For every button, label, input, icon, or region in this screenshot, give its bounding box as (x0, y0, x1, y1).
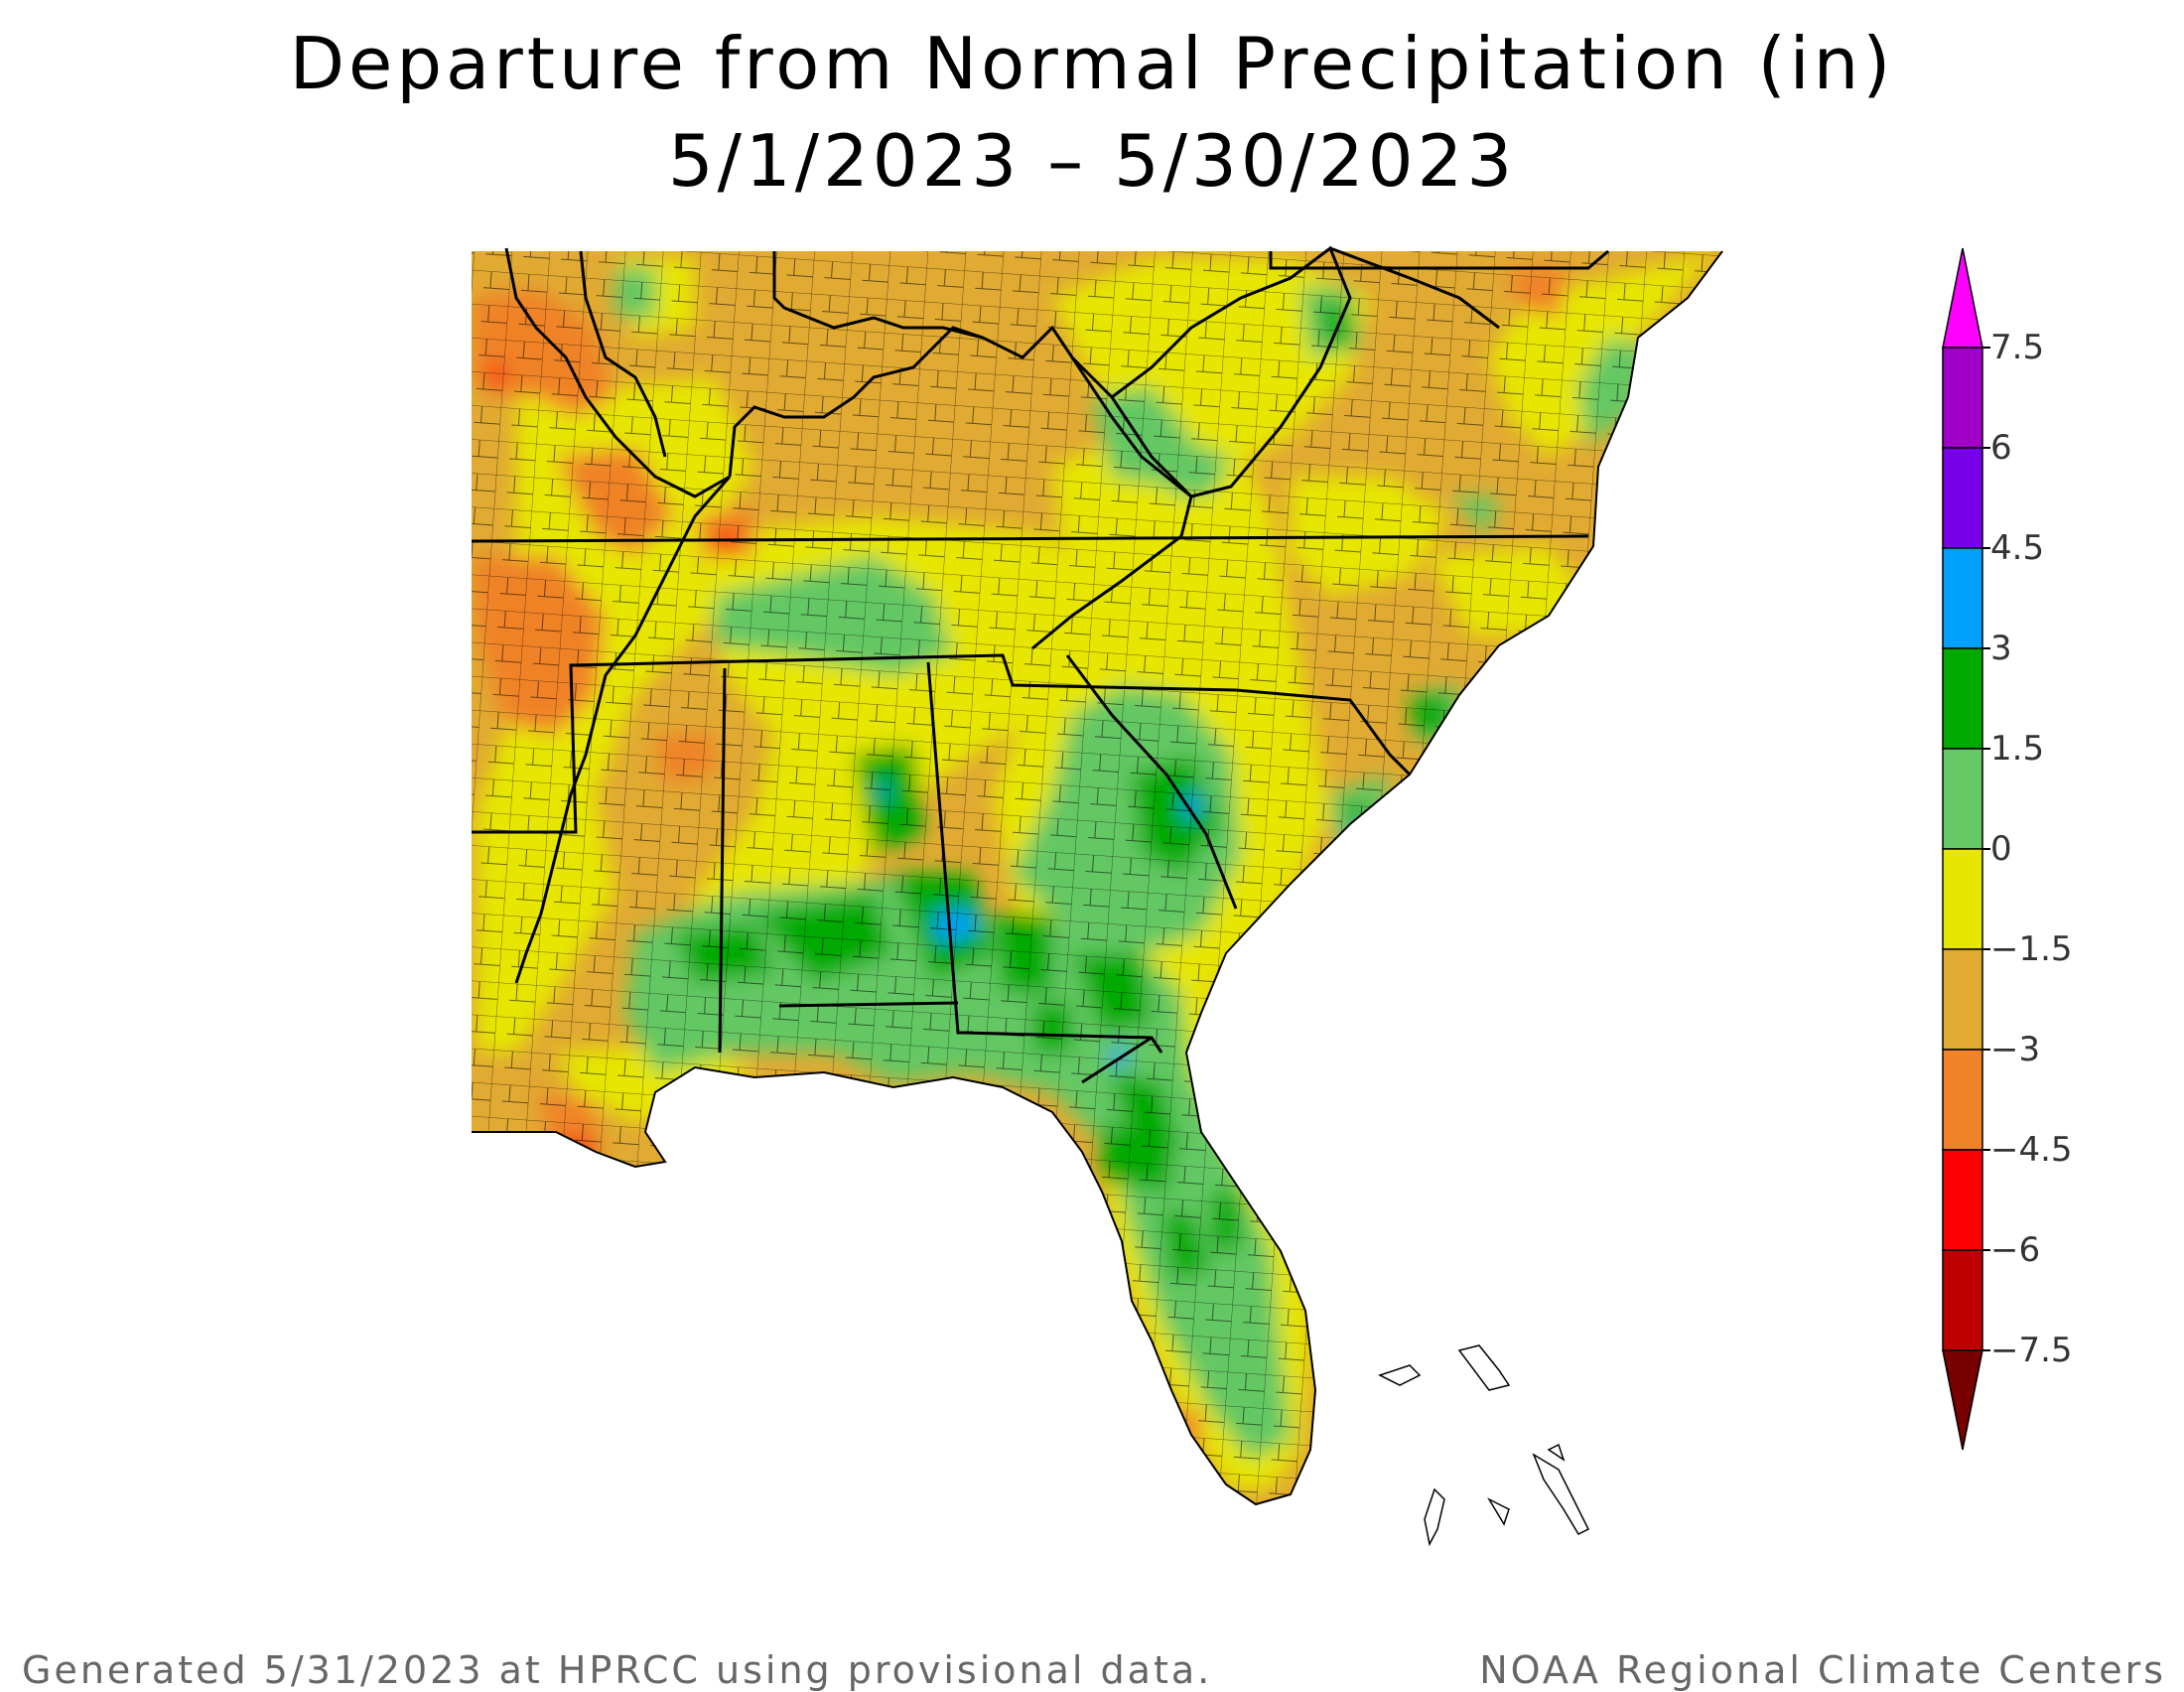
colorbar-bin (1942, 547, 1983, 649)
colorbar-bin (1942, 347, 1983, 449)
colorbar-bin (1942, 848, 1983, 950)
colorbar-label: −7.5 (1990, 1331, 2073, 1370)
footer-credit: NOAA Regional Climate Centers (1479, 1648, 2166, 1692)
colorbar-label: −4.5 (1990, 1130, 2073, 1170)
map-date-range: 5/1/2023 – 5/30/2023 (667, 119, 1517, 203)
state-boundaries (471, 245, 1723, 1506)
colorbar-label: 7.5 (1990, 328, 2045, 367)
colorbar-bin (1942, 1149, 1983, 1251)
colorbar-label: 6 (1990, 428, 2012, 468)
colorbar-label: 0 (1990, 829, 2012, 869)
colorbar-bin-top (1942, 247, 1983, 349)
colorbar-bin (1942, 1249, 1983, 1351)
colorbar-bin (1942, 647, 1983, 750)
bahamas-outline (1378, 1344, 1590, 1547)
map-title: Departure from Normal Precipitation (in) (289, 22, 1895, 105)
colorbar-label: 3 (1990, 629, 2012, 668)
colorbar-label: 1.5 (1990, 729, 2045, 769)
colorbar-label: 4.5 (1990, 528, 2045, 568)
colorbar-bin-bottom (1942, 1349, 1983, 1451)
colorbar-bin (1942, 748, 1983, 850)
colorbar-label: −1.5 (1990, 929, 2073, 969)
colorbar-bin (1942, 447, 1983, 549)
colorbar-bin (1942, 948, 1983, 1051)
footer-generated-note: Generated 5/31/2023 at HPRCC using provi… (22, 1648, 1213, 1692)
colorbar-label: −6 (1990, 1230, 2041, 1270)
colorbar-label: −3 (1990, 1030, 2041, 1069)
colorbar-bin (1942, 1049, 1983, 1151)
